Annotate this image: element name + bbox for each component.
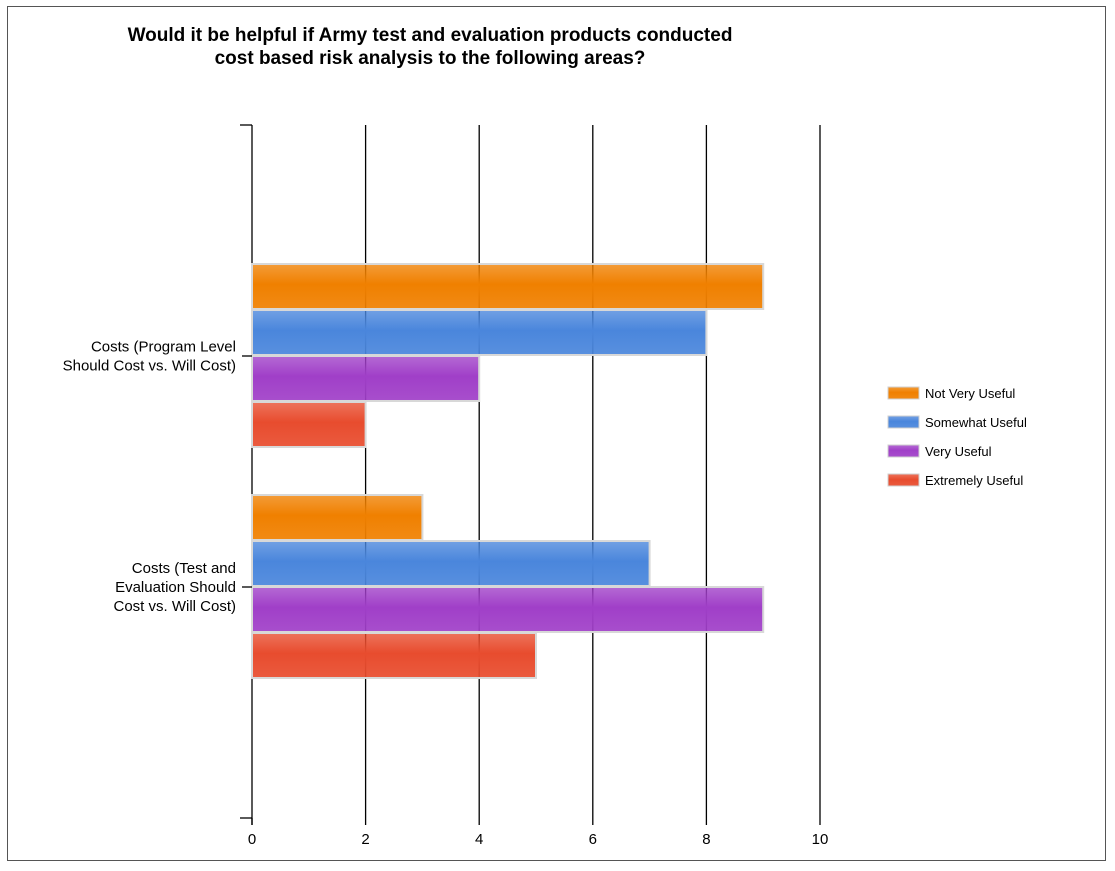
bar-not-very-useful [251,263,765,310]
x-tick-label: 4 [475,831,483,848]
legend-label: Extremely Useful [925,473,1023,488]
legend-swatch [887,386,920,400]
legend-label: Very Useful [925,444,992,459]
legend-label: Somewhat Useful [925,415,1027,430]
x-tick-label: 10 [812,831,829,848]
x-tick-label: 0 [248,831,256,848]
chart-title: Would it be helpful if Army test and eva… [30,24,830,70]
bar-not-very-useful [251,494,424,541]
legend-swatch [887,415,920,429]
y-category-label: Costs (Test and Evaluation Should Cost vs.… [113,560,236,615]
y-category-label: Costs (Program Level Should Cost vs. Will… [63,339,236,375]
bar-very-useful [251,355,481,402]
bar-extremely-useful [251,632,537,679]
bar-extremely-useful [251,401,367,448]
x-tick-label: 2 [361,831,369,848]
chart-title-line-1: Would it be helpful if Army test and eva… [127,25,733,46]
bar-very-useful [251,586,765,633]
legend-swatch [887,444,920,458]
chart-frame [7,6,1106,861]
x-tick-label: 8 [702,831,710,848]
bar-somewhat-useful [251,540,651,587]
x-tick-label: 6 [589,831,597,848]
chart-title-line-2: cost based risk analysis to the followin… [214,48,646,69]
legend-swatch [887,473,920,487]
bar-somewhat-useful [251,309,708,356]
legend-label: Not Very Useful [925,386,1015,401]
